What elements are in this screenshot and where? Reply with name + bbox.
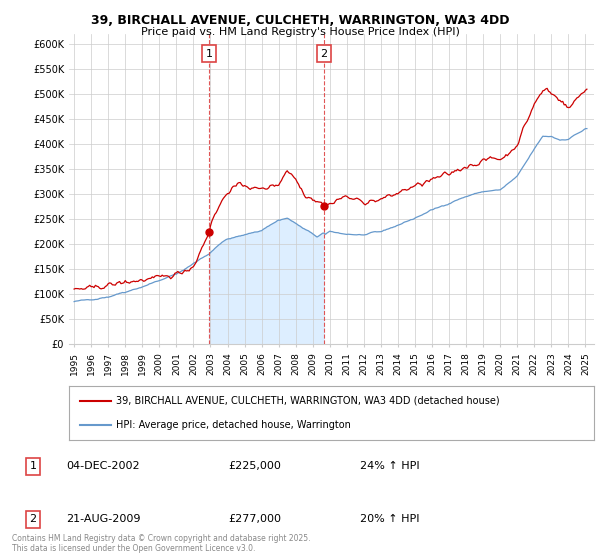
Text: 24% ↑ HPI: 24% ↑ HPI xyxy=(360,461,419,471)
Text: 21-AUG-2009: 21-AUG-2009 xyxy=(66,515,140,524)
Text: 39, BIRCHALL AVENUE, CULCHETH, WARRINGTON, WA3 4DD: 39, BIRCHALL AVENUE, CULCHETH, WARRINGTO… xyxy=(91,14,509,27)
Text: 2: 2 xyxy=(320,49,327,59)
Text: 1: 1 xyxy=(29,461,37,471)
Text: £225,000: £225,000 xyxy=(228,461,281,471)
Text: 04-DEC-2002: 04-DEC-2002 xyxy=(66,461,140,471)
Text: 1: 1 xyxy=(206,49,212,59)
Text: HPI: Average price, detached house, Warrington: HPI: Average price, detached house, Warr… xyxy=(116,420,351,430)
Text: 2: 2 xyxy=(29,515,37,524)
Text: Price paid vs. HM Land Registry's House Price Index (HPI): Price paid vs. HM Land Registry's House … xyxy=(140,27,460,37)
Text: 39, BIRCHALL AVENUE, CULCHETH, WARRINGTON, WA3 4DD (detached house): 39, BIRCHALL AVENUE, CULCHETH, WARRINGTO… xyxy=(116,396,500,406)
Text: Contains HM Land Registry data © Crown copyright and database right 2025.
This d: Contains HM Land Registry data © Crown c… xyxy=(12,534,311,553)
Text: £277,000: £277,000 xyxy=(228,515,281,524)
Text: 20% ↑ HPI: 20% ↑ HPI xyxy=(360,515,419,524)
